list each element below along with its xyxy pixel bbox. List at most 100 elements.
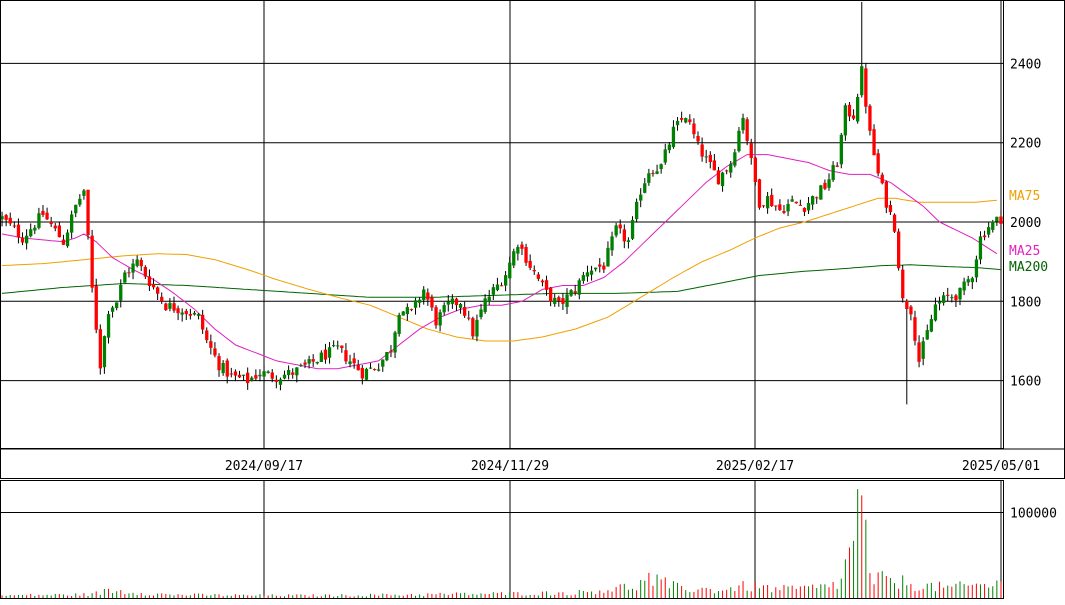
- candle-body-down: [598, 264, 602, 267]
- candle: [192, 310, 197, 316]
- candle: [970, 276, 974, 290]
- candle: [307, 355, 311, 369]
- candle: [53, 222, 57, 232]
- candle-body-down: [753, 157, 757, 182]
- candle-body-down: [434, 307, 438, 326]
- candle-body-up: [446, 301, 450, 305]
- candle: [205, 327, 209, 344]
- candle: [90, 229, 94, 293]
- candle: [790, 195, 794, 202]
- candle-body-up: [495, 284, 500, 291]
- candle: [123, 270, 127, 283]
- candle-body-up: [766, 196, 770, 209]
- candle-body-down: [573, 291, 577, 293]
- candle-body-down: [430, 297, 434, 308]
- candle-body-up: [585, 272, 590, 277]
- candle-body-down: [888, 205, 893, 213]
- candle: [254, 369, 258, 381]
- candle: [389, 344, 393, 358]
- candle: [905, 299, 909, 405]
- candle: [119, 279, 123, 308]
- candle-body-up: [663, 149, 667, 163]
- candle: [569, 289, 573, 297]
- candle-body-up: [635, 201, 639, 220]
- date-tick-label: 2025/02/17: [716, 459, 794, 474]
- volume-tick-label: 100000: [1010, 506, 1057, 521]
- candle: [942, 292, 946, 306]
- candle-body-up: [806, 203, 811, 211]
- candle-body-down: [360, 368, 364, 379]
- candle-body-up: [565, 294, 569, 307]
- candle: [835, 162, 839, 168]
- candle: [716, 166, 721, 185]
- candle-body-down: [532, 269, 536, 272]
- candle: [413, 297, 418, 315]
- candle-body-down: [209, 341, 213, 348]
- candle: [565, 288, 569, 315]
- candle: [946, 287, 950, 302]
- candle: [843, 103, 847, 141]
- candle: [168, 298, 172, 312]
- candle: [454, 297, 459, 312]
- candle-body-down: [798, 204, 802, 206]
- date-axis-ticks: 2024/09/17 2024/11/29 2025/02/17 2025/05/01: [0, 448, 1065, 474]
- candle-body-down: [311, 359, 315, 362]
- candle-body-up: [508, 262, 512, 279]
- candle-body-down: [872, 129, 876, 156]
- candle: [471, 316, 475, 340]
- candle-body-down: [696, 136, 700, 142]
- candle: [766, 191, 770, 214]
- candle: [82, 189, 86, 200]
- candle: [344, 343, 348, 365]
- candle-body-down: [692, 123, 696, 135]
- candle: [209, 334, 213, 355]
- candle-body-down: [270, 372, 274, 379]
- candle-body-up: [295, 367, 299, 376]
- candle-body-down: [557, 297, 561, 301]
- candle-body-up: [381, 359, 385, 367]
- candle: [512, 248, 516, 269]
- candle-body-down: [680, 118, 684, 120]
- candle: [999, 209, 1003, 230]
- candle-body-down: [864, 68, 868, 107]
- candle-body-down: [94, 285, 98, 330]
- candle: [266, 370, 270, 374]
- candle-body-up: [839, 134, 843, 165]
- candle-body-up: [397, 315, 401, 334]
- candle-body-up: [860, 66, 864, 96]
- candle: [127, 267, 131, 278]
- candle-body-up: [65, 232, 70, 247]
- candle-body-up: [258, 374, 262, 377]
- candle: [725, 169, 729, 175]
- candle: [778, 199, 782, 211]
- candle: [295, 367, 299, 383]
- candle: [987, 222, 991, 238]
- candle-body-down: [16, 224, 21, 238]
- candle-body-down: [160, 296, 164, 302]
- candle: [757, 178, 762, 210]
- candle-body-down: [233, 371, 238, 376]
- price-tick-label: 1800: [1010, 295, 1041, 310]
- candle-body-up: [614, 225, 618, 236]
- candle: [798, 199, 802, 206]
- candle: [860, 1, 864, 98]
- candle-body-down: [4, 215, 8, 220]
- candle-body-down: [716, 170, 721, 185]
- candle-body-down: [201, 314, 205, 330]
- candle: [49, 216, 53, 227]
- candle: [377, 363, 381, 372]
- candle: [782, 205, 786, 215]
- candle-body-up: [594, 267, 598, 270]
- price-tick-label: 2400: [1010, 57, 1041, 72]
- candle: [233, 369, 238, 382]
- candle: [327, 342, 332, 364]
- candle-body-down: [156, 287, 160, 294]
- candle: [446, 294, 450, 312]
- candle-body-up: [82, 190, 86, 196]
- candle-body-up: [516, 247, 520, 254]
- candle: [315, 361, 319, 365]
- candle: [598, 258, 602, 273]
- candle: [336, 340, 340, 350]
